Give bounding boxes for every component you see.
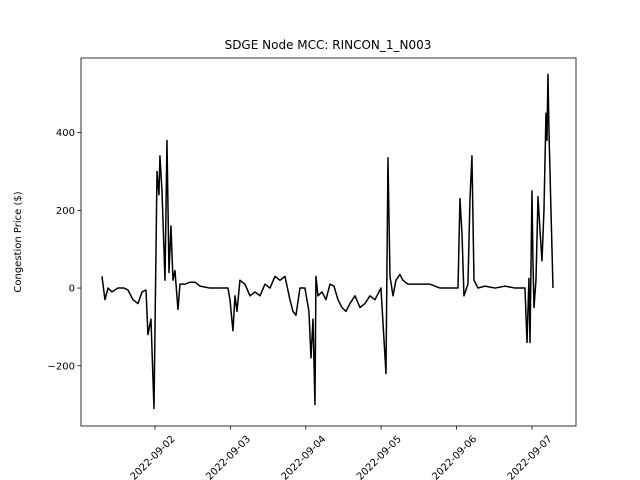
y-axis-label: Congestion Price ($) — [13, 191, 24, 292]
plot-area — [101, 73, 554, 410]
y-tick-label: 400 — [56, 128, 75, 139]
axes-frame — [80, 57, 577, 427]
x-tick-label: 2022-09-06 — [430, 434, 479, 480]
chart-title: SDGE Node MCC: RINCON_1_N003 — [225, 38, 432, 52]
y-tick-label: 0 — [69, 284, 75, 295]
y-tick-label: −200 — [48, 361, 75, 372]
x-tick-label: 2022-09-02 — [129, 434, 178, 480]
x-tick-label: 2022-09-07 — [506, 434, 555, 480]
x-tick-label: 2022-09-04 — [280, 434, 329, 480]
y-tick-label: 200 — [56, 206, 75, 217]
x-tick-label: 2022-09-03 — [204, 434, 253, 480]
series-line — [101, 73, 554, 410]
x-tick-label: 2022-09-05 — [355, 434, 404, 480]
